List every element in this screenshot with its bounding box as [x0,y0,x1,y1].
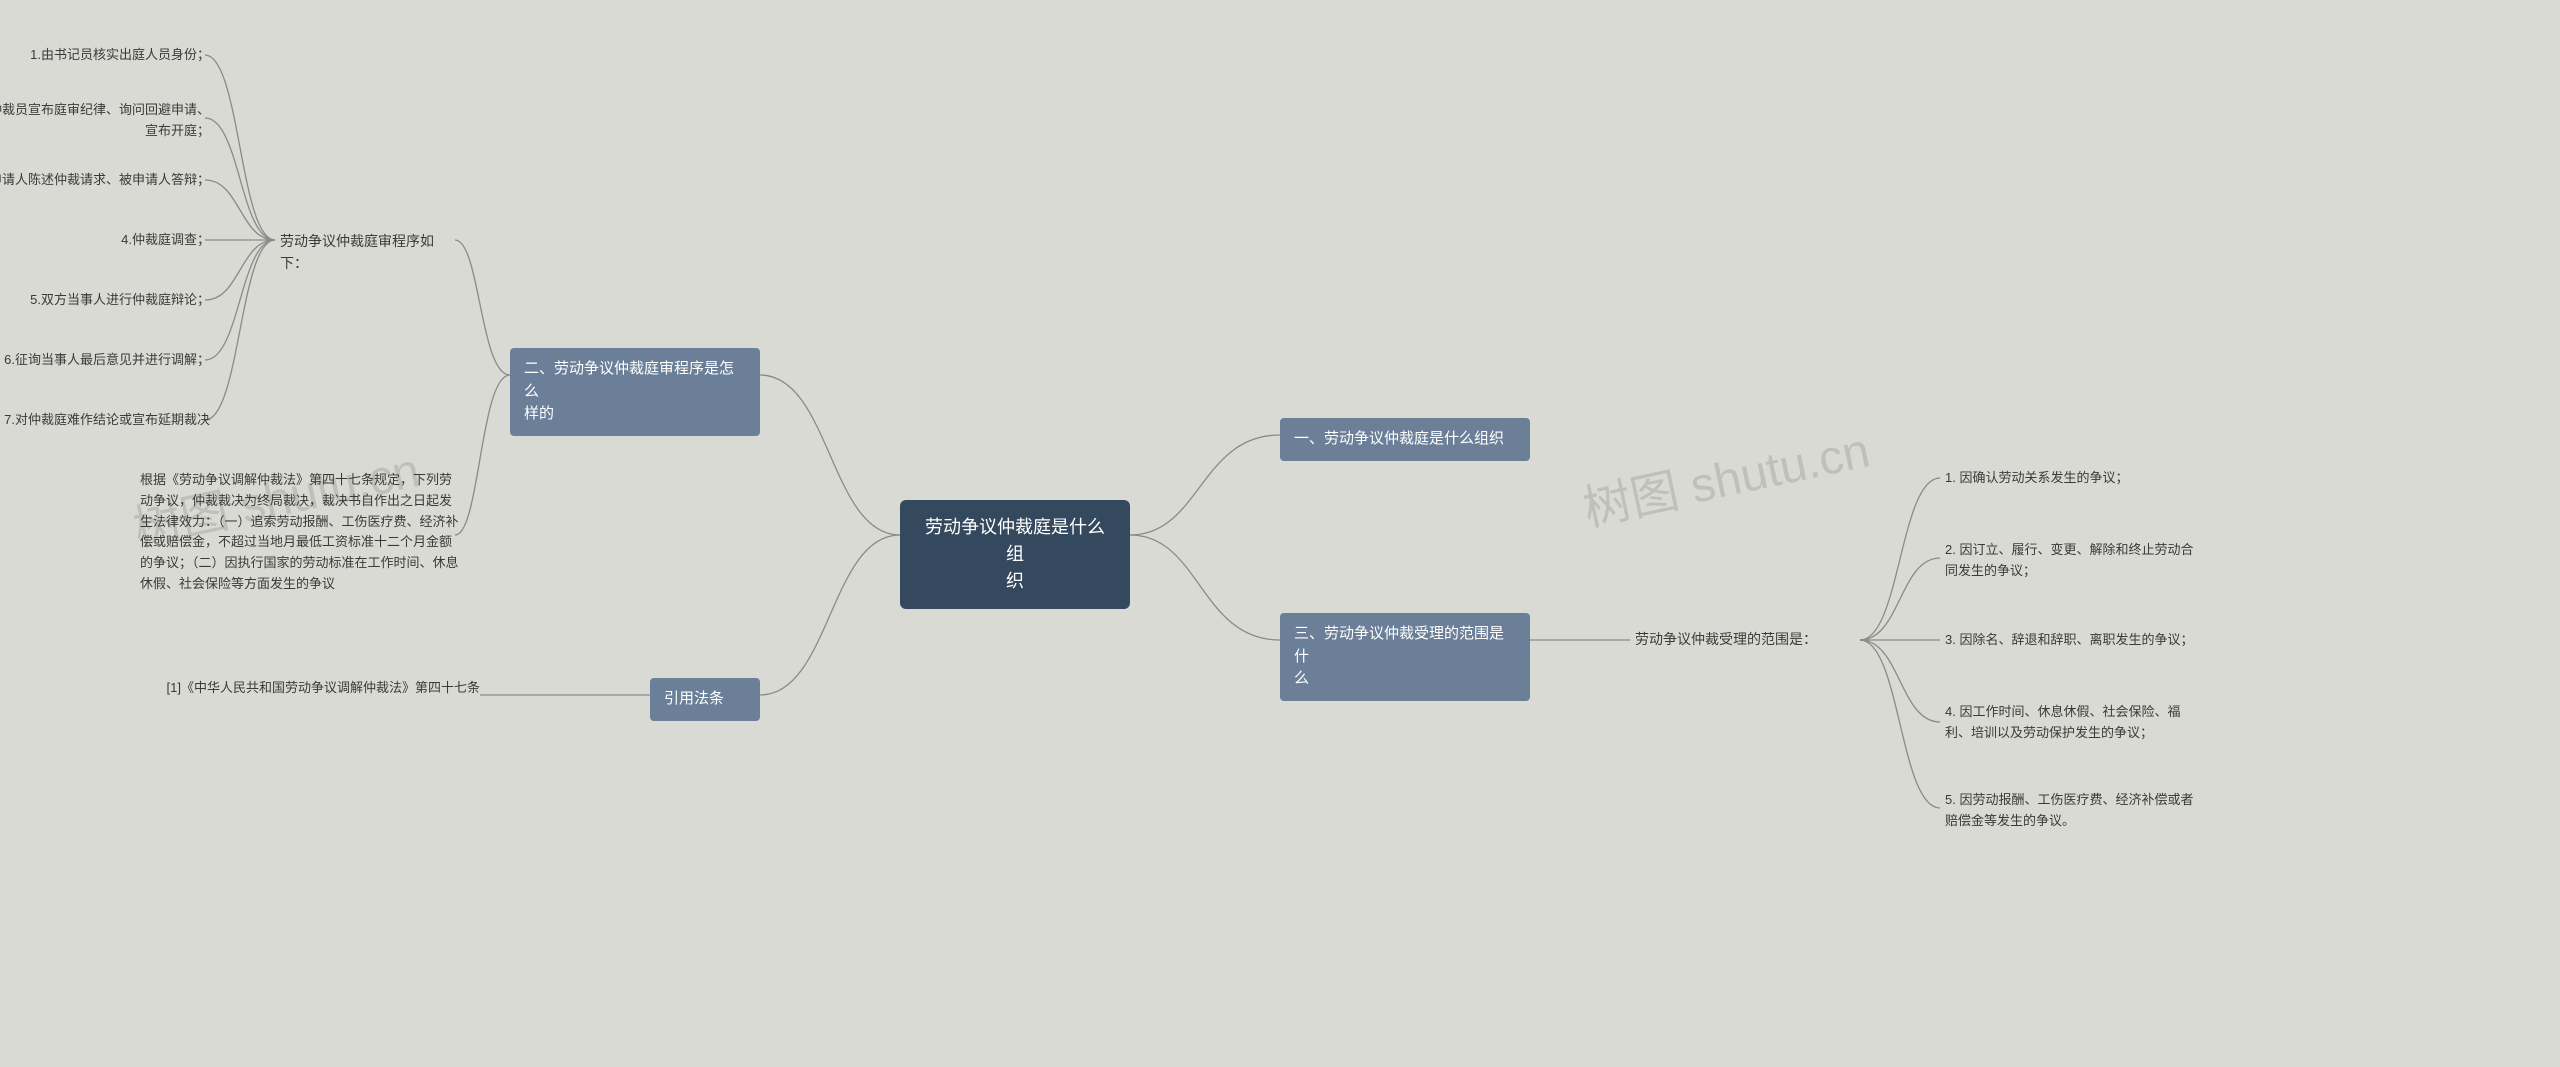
branch-2-leaf-1[interactable]: 1.由书记员核实出庭人员身份； [0,45,210,66]
branch-2-leaf-7[interactable]: 7.对仲裁庭难作结论或宣布延期裁决 [0,410,210,431]
note-text: 根据《劳动争议调解仲裁法》第四十七条规定，下列劳动争议，仲裁裁决为终局裁决，裁决… [140,472,459,591]
leaf-text: 3. 因除名、辞退和辞职、离职发生的争议； [1945,632,2193,647]
cite-leaf-text: [1]《中华人民共和国劳动争议调解仲裁法》第四十七条 [167,680,480,695]
branch-cite[interactable]: 引用法条 [650,678,760,721]
branch-2-sub-text: 劳动争议仲裁庭审程序如下： [280,233,434,271]
branch-3-leaf-3[interactable]: 3. 因除名、辞退和辞职、离职发生的争议； [1945,630,2205,651]
branch-3-sub[interactable]: 劳动争议仲裁受理的范围是： [1635,628,1865,650]
branch-2-sub[interactable]: 劳动争议仲裁庭审程序如下： [280,230,460,275]
branch-2-leaf-2[interactable]: 2.首席仲裁员宣布庭审纪律、询问回避申请、宣布开庭； [0,100,210,142]
branch-1[interactable]: 一、劳动争议仲裁庭是什么组织 [1280,418,1530,461]
branch-3-leaf-2[interactable]: 2. 因订立、履行、变更、解除和终止劳动合同发生的争议； [1945,540,2205,582]
branch-2-leaf-3[interactable]: 3.申请人陈述仲裁请求、被申请人答辩； [0,170,210,191]
central-line2: 织 [1006,571,1024,591]
branch-2-label-1: 二、劳动争议仲裁庭审程序是怎么 [524,360,734,400]
branch-1-label: 一、劳动争议仲裁庭是什么组织 [1294,430,1504,447]
leaf-text: 1. 因确认劳动关系发生的争议； [1945,470,2128,485]
leaf-text: 6.征询当事人最后意见并进行调解； [4,352,210,367]
branch-2-note[interactable]: 根据《劳动争议调解仲裁法》第四十七条规定，下列劳动争议，仲裁裁决为终局裁决，裁决… [140,470,460,595]
branch-3-leaf-5[interactable]: 5. 因劳动报酬、工伤医疗费、经济补偿或者赔偿金等发生的争议。 [1945,790,2205,832]
branch-cite-label: 引用法条 [664,690,724,707]
branch-2[interactable]: 二、劳动争议仲裁庭审程序是怎么 样的 [510,348,760,436]
leaf-text: 3.申请人陈述仲裁请求、被申请人答辩； [0,172,210,187]
leaf-text: 2.首席仲裁员宣布庭审纪律、询问回避申请、宣布开庭； [0,102,210,138]
leaf-text: 5.双方当事人进行仲裁庭辩论； [30,292,210,307]
watermark: 树图 shutu.cn [1576,411,1875,540]
branch-2-label-2: 样的 [524,405,554,422]
central-topic[interactable]: 劳动争议仲裁庭是什么组 织 [900,500,1130,609]
branch-cite-leaf[interactable]: [1]《中华人民共和国劳动争议调解仲裁法》第四十七条 [160,678,480,699]
branch-2-leaf-5[interactable]: 5.双方当事人进行仲裁庭辩论； [0,290,210,311]
branch-2-leaf-6[interactable]: 6.征询当事人最后意见并进行调解； [0,350,210,371]
branch-3-leaf-1[interactable]: 1. 因确认劳动关系发生的争议； [1945,468,2205,489]
leaf-text: 4.仲裁庭调查； [121,232,210,247]
branch-3-sub-text: 劳动争议仲裁受理的范围是： [1635,631,1817,647]
leaf-text: 7.对仲裁庭难作结论或宣布延期裁决 [4,412,210,427]
branch-3-label-1: 三、劳动争议仲裁受理的范围是什 [1294,625,1504,665]
branch-2-leaf-4[interactable]: 4.仲裁庭调查； [0,230,210,251]
branch-3-label-2: 么 [1294,670,1309,687]
leaf-text: 4. 因工作时间、休息休假、社会保险、福利、培训以及劳动保护发生的争议； [1945,704,2180,740]
branch-3[interactable]: 三、劳动争议仲裁受理的范围是什 么 [1280,613,1530,701]
leaf-text: 5. 因劳动报酬、工伤医疗费、经济补偿或者赔偿金等发生的争议。 [1945,792,2193,828]
branch-3-leaf-4[interactable]: 4. 因工作时间、休息休假、社会保险、福利、培训以及劳动保护发生的争议； [1945,702,2205,744]
leaf-text: 2. 因订立、履行、变更、解除和终止劳动合同发生的争议； [1945,542,2193,578]
leaf-text: 1.由书记员核实出庭人员身份； [30,47,210,62]
central-line1: 劳动争议仲裁庭是什么组 [925,517,1105,564]
